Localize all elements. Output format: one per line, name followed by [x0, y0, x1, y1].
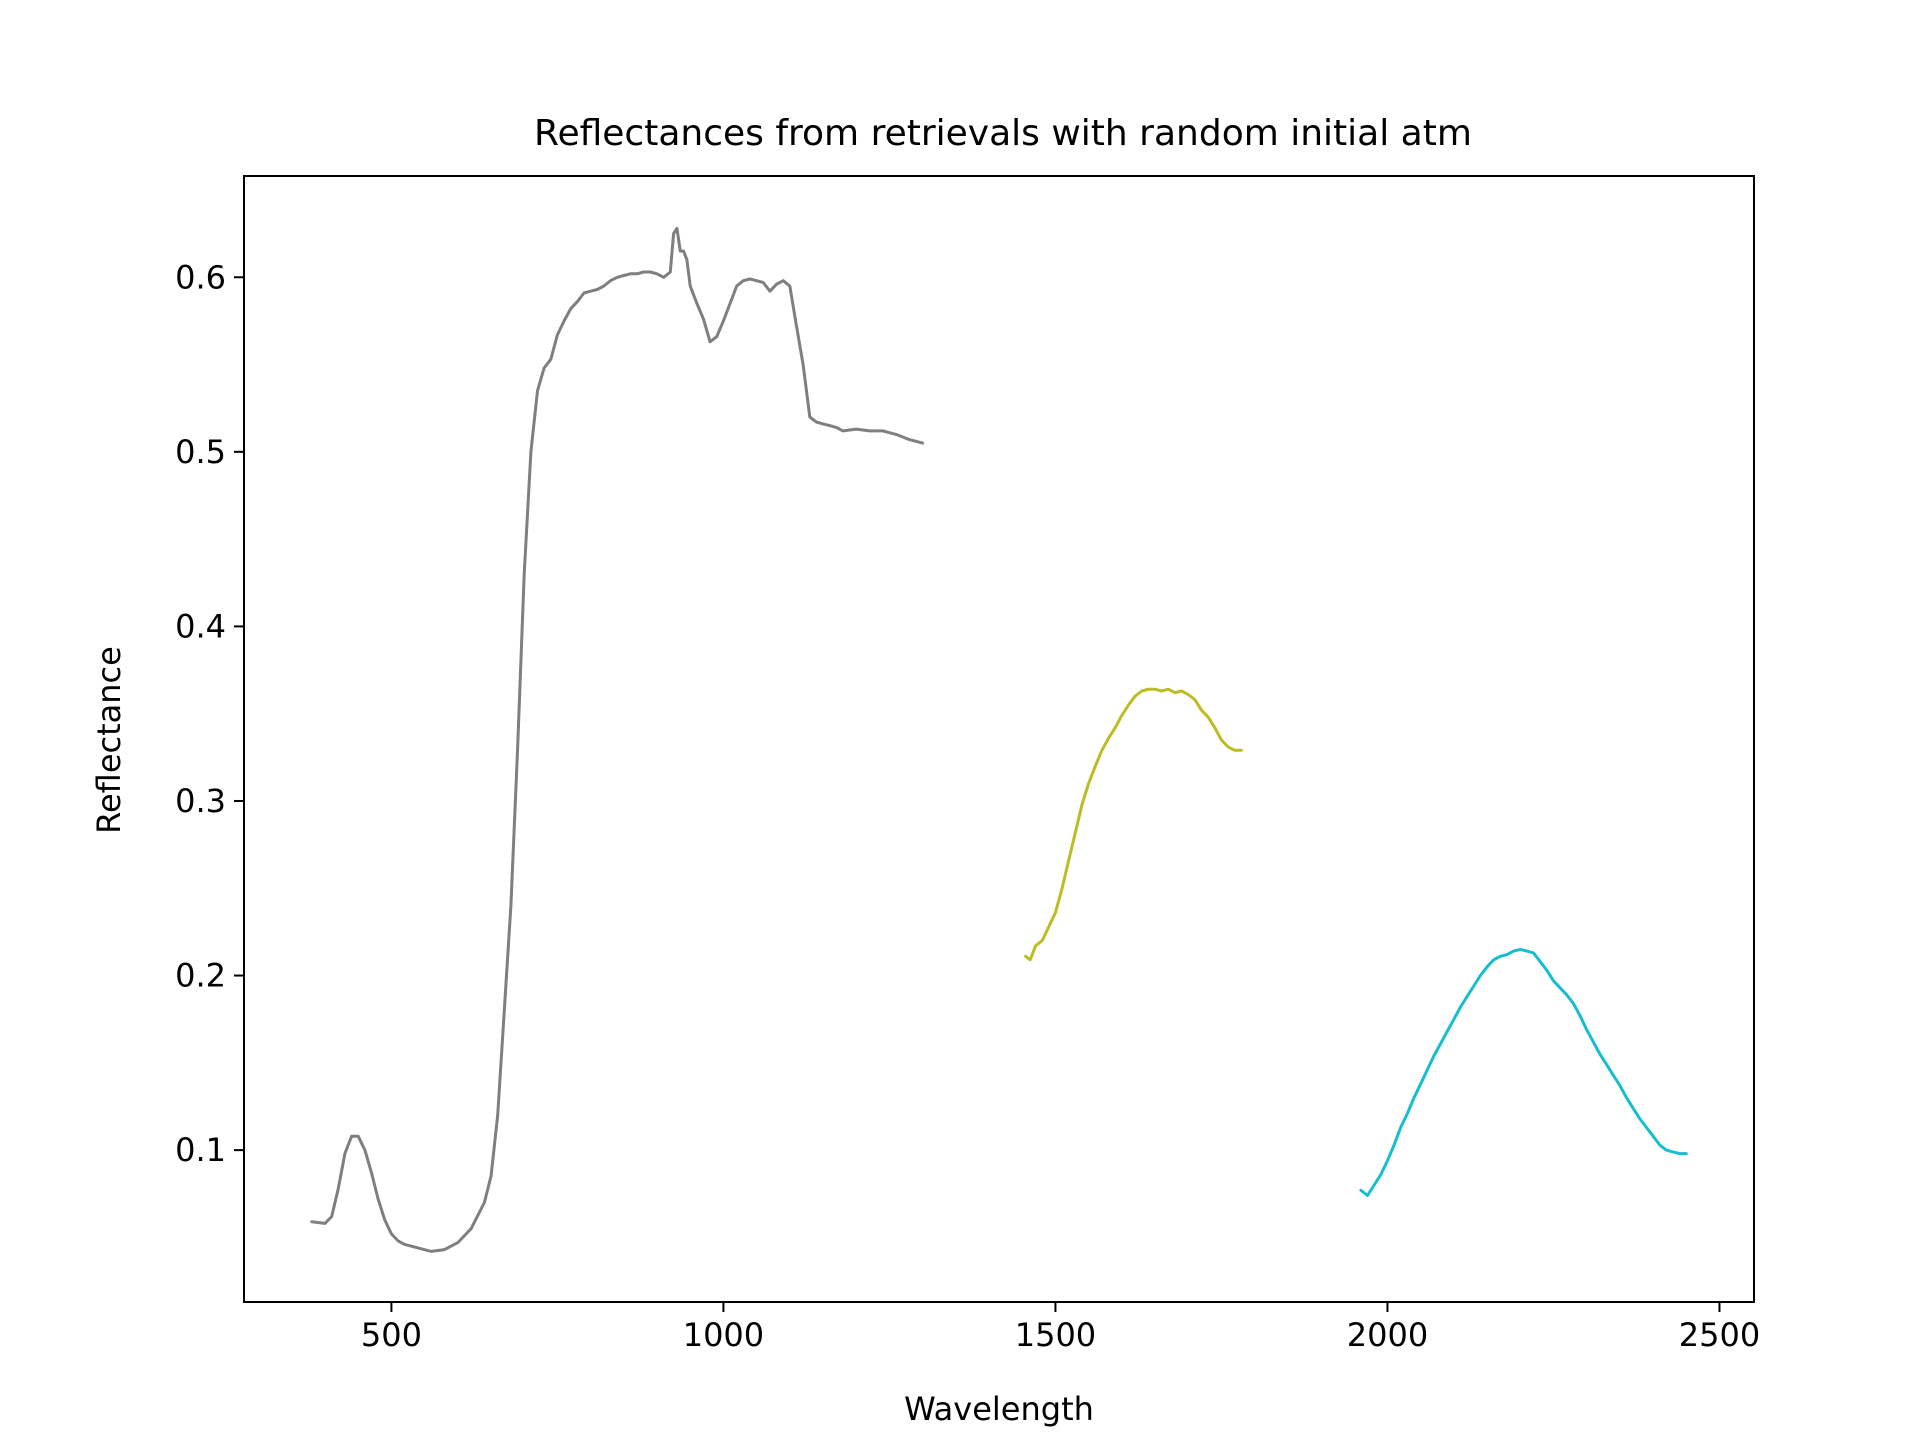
x-tick-label: 2000: [1347, 1316, 1428, 1354]
series-line-2: [1024, 687, 1243, 962]
series-layer: [310, 226, 1688, 1253]
x-axis-label: Wavelength: [904, 1390, 1094, 1428]
x-tick-label: 1500: [1015, 1316, 1096, 1354]
y-tick-label: 0.5: [175, 433, 226, 471]
x-tick-label: 1000: [683, 1316, 764, 1354]
y-axis-ticks: 0.1 0.2 0.3 0.4 0.5 0.6: [175, 258, 244, 1169]
series-line-3: [1359, 947, 1688, 1197]
y-tick-label: 0.3: [175, 782, 226, 820]
x-tick-label: 2500: [1679, 1316, 1760, 1354]
series-line-1: [310, 226, 925, 1253]
y-tick-label: 0.2: [175, 957, 226, 995]
y-tick-label: 0.1: [175, 1131, 226, 1169]
x-axis-ticks: 500 1000 1500 2000 2500: [361, 1302, 1760, 1354]
y-tick-label: 0.4: [175, 607, 226, 645]
y-tick-label: 0.6: [175, 258, 226, 296]
plot-frame: [243, 175, 1755, 1303]
chart-title: Reflectances from retrievals with random…: [534, 113, 1472, 154]
x-tick-label: 500: [361, 1316, 422, 1354]
y-axis-label: Reflectance: [90, 646, 128, 834]
